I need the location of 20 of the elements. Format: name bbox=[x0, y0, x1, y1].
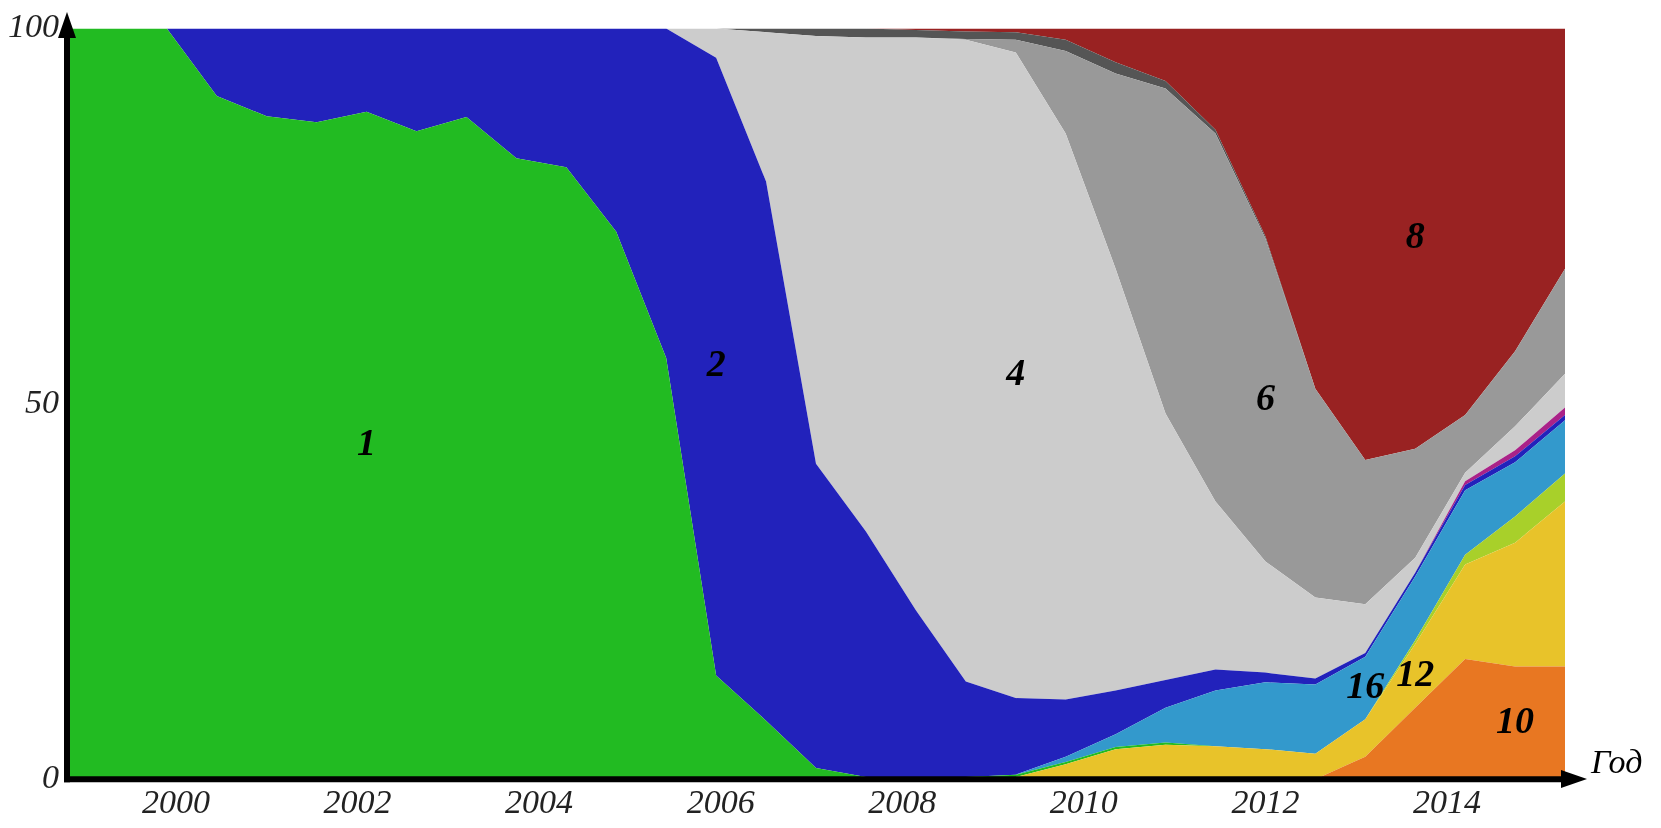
x-axis-title: Год bbox=[1590, 743, 1643, 781]
series-label: 1 bbox=[357, 421, 377, 464]
x-tick-label: 2000 bbox=[141, 782, 210, 820]
x-tick-label: 2008 bbox=[868, 782, 937, 820]
x-tick-label: 2014 bbox=[1412, 782, 1481, 820]
y-tick-label: 100 bbox=[8, 7, 59, 45]
series-label: 2 bbox=[705, 342, 726, 385]
x-tick-label: 2002 bbox=[323, 782, 392, 820]
series-label: 8 bbox=[1405, 214, 1425, 257]
y-tick-label: 50 bbox=[25, 382, 59, 420]
series-label: 4 bbox=[1005, 351, 1026, 394]
series-label: 16 bbox=[1346, 663, 1385, 706]
y-tick-label: 0 bbox=[42, 758, 59, 796]
series-label: 12 bbox=[1396, 651, 1435, 694]
x-tick-label: 2006 bbox=[686, 782, 755, 820]
x-tick-label: 2010 bbox=[1049, 782, 1118, 820]
series-label: 10 bbox=[1496, 698, 1535, 741]
x-tick-label: 2012 bbox=[1231, 782, 1300, 820]
series-label: 6 bbox=[1255, 375, 1275, 418]
x-tick-label: 2004 bbox=[505, 782, 574, 820]
